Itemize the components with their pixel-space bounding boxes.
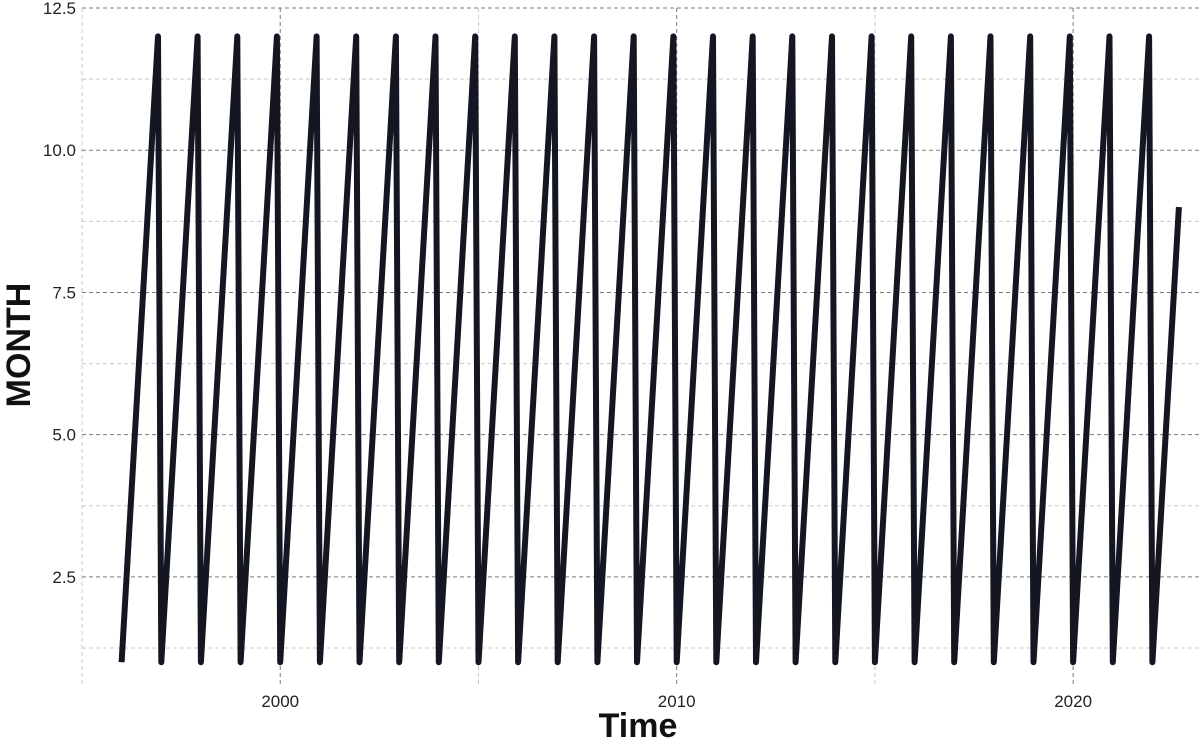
y-tick-label: 5.0 — [52, 426, 76, 445]
y-tick-label: 7.5 — [52, 283, 76, 302]
series-line-layer — [118, 33, 1182, 666]
y-tick-label: 10.0 — [43, 141, 76, 160]
x-axis-title: Time — [599, 707, 678, 745]
x-tick-label: 2000 — [261, 692, 299, 711]
y-axis-title: MONTH — [0, 283, 38, 408]
x-tick-label: 2020 — [1054, 692, 1092, 711]
y-tick-label: 2.5 — [52, 568, 76, 587]
series-line — [118, 33, 1182, 666]
y-tick-label: 12.5 — [43, 0, 76, 18]
y-axis-tick-labels: 2.5 5.0 7.5 10.0 12.5 — [43, 0, 76, 587]
x-tick-label: 2010 — [658, 692, 696, 711]
x-axis-tick-labels: 2000 2010 2020 — [261, 692, 1092, 711]
